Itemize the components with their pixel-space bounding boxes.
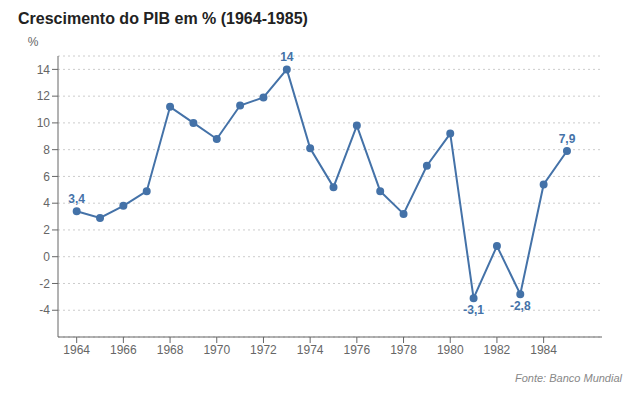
svg-text:1968: 1968: [157, 343, 184, 357]
svg-text:1970: 1970: [203, 343, 230, 357]
svg-text:-4: -4: [39, 303, 50, 317]
svg-text:0: 0: [43, 250, 50, 264]
svg-text:1964: 1964: [63, 343, 90, 357]
svg-text:7,9: 7,9: [559, 132, 576, 146]
svg-text:1972: 1972: [250, 343, 277, 357]
svg-text:-2,8: -2,8: [510, 299, 531, 313]
svg-text:8: 8: [43, 143, 50, 157]
svg-text:1974: 1974: [297, 343, 324, 357]
svg-text:4: 4: [43, 196, 50, 210]
svg-text:1984: 1984: [530, 343, 557, 357]
svg-text:1978: 1978: [390, 343, 417, 357]
svg-text:1982: 1982: [484, 343, 511, 357]
svg-text:12: 12: [37, 89, 51, 103]
svg-text:2: 2: [43, 223, 50, 237]
svg-text:10: 10: [37, 116, 51, 130]
html-text:Fonte: Banco Mundial: Fonte: Banco Mundial: [515, 372, 622, 384]
svg-text:14: 14: [37, 63, 51, 77]
svg-text:14: 14: [280, 50, 294, 64]
svg-text:-2: -2: [39, 277, 50, 291]
svg-text:%: %: [28, 35, 39, 49]
svg-text:1966: 1966: [110, 343, 137, 357]
html-text:Crescimento do PIB em % (1964-: Crescimento do PIB em % (1964-1985): [18, 10, 308, 27]
svg-text:1976: 1976: [343, 343, 370, 357]
svg-text:-3,1: -3,1: [463, 303, 484, 317]
svg-text:6: 6: [43, 170, 50, 184]
svg-text:3,4: 3,4: [68, 192, 85, 206]
svg-text:1980: 1980: [437, 343, 464, 357]
